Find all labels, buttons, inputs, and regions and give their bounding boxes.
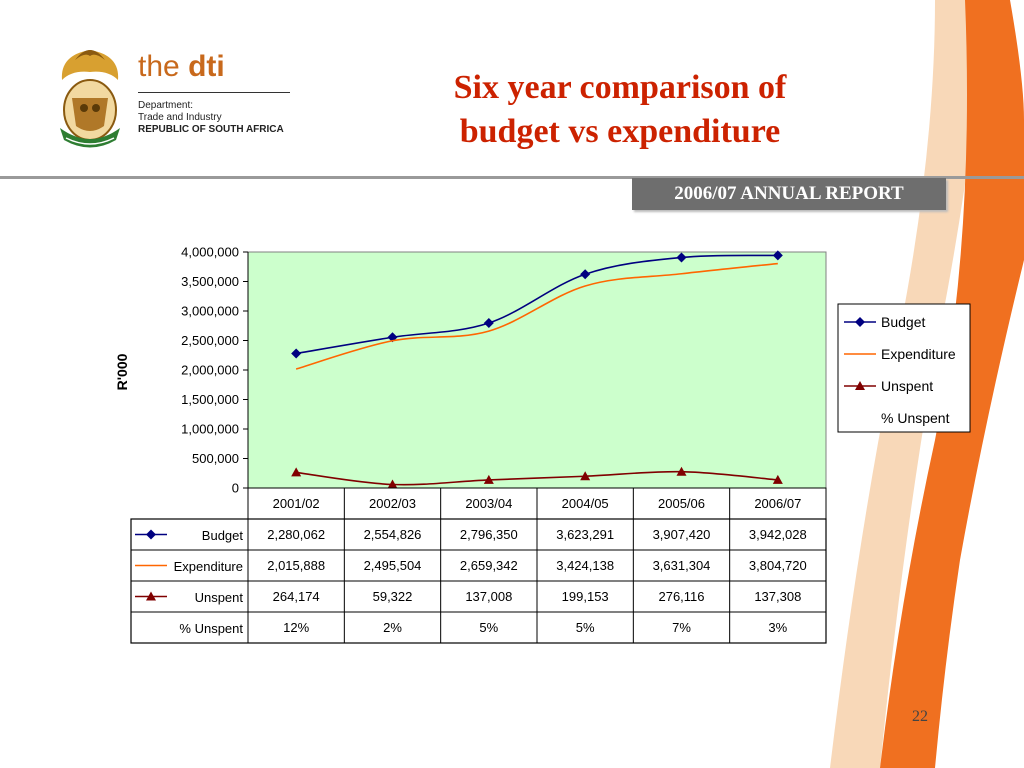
table-cell--unspent: 5% [479, 620, 498, 635]
dept-line-1: Department: [138, 100, 194, 111]
table-cell-expenditure: 3,424,138 [556, 558, 614, 573]
x-tick-label: 2003/04 [465, 496, 512, 511]
table-row-label-expenditure: Expenditure [174, 559, 243, 574]
y-tick-label: 2,500,000 [181, 333, 239, 348]
y-axis-label: R'000 [114, 353, 130, 390]
annual-report-banner: 2006/07 ANNUAL REPORT [632, 178, 946, 210]
legend-label-budget: Budget [881, 314, 925, 330]
dept-line-2: Trade and Industry [138, 112, 222, 123]
legend-label--unspent: % Unspent [881, 410, 950, 426]
x-tick-label: 2002/03 [369, 496, 416, 511]
table-cell-unspent: 59,322 [373, 589, 413, 604]
table-cell-budget: 3,942,028 [749, 527, 807, 542]
legend-label-expenditure: Expenditure [881, 346, 956, 362]
y-tick-label: 500,000 [192, 451, 239, 466]
dept-line-3: REPUBLIC OF SOUTH AFRICA [138, 124, 284, 135]
expenditure-line [295, 262, 778, 370]
budget-point [291, 348, 302, 359]
legend-marker-budget [855, 317, 865, 327]
table-cell--unspent: 3% [768, 620, 787, 635]
x-tick-label: 2004/05 [562, 496, 609, 511]
table-cell--unspent: 12% [283, 620, 309, 635]
unspent-point [676, 466, 687, 476]
y-tick-label: 1,000,000 [181, 422, 239, 437]
table-row-label-unspent: Unspent [195, 590, 244, 605]
table-cell-unspent: 137,008 [465, 589, 512, 604]
table-key-marker-unspent [146, 591, 156, 601]
table-cell-budget: 2,796,350 [460, 527, 518, 542]
budget-point [580, 269, 591, 280]
unspent-point [291, 467, 302, 477]
table-cell-budget: 3,623,291 [556, 527, 614, 542]
budget-point [483, 318, 494, 329]
logo-rule [138, 92, 290, 93]
table-cell-budget: 3,907,420 [653, 527, 711, 542]
y-tick-label: 3,000,000 [181, 304, 239, 319]
table-cell--unspent: 5% [576, 620, 595, 635]
table-cell-expenditure: 2,015,888 [267, 558, 325, 573]
y-tick-label: 3,500,000 [181, 274, 239, 289]
unspent-point [580, 471, 591, 481]
y-tick-label: 1,500,000 [181, 392, 239, 407]
title-line-2: budget vs expenditure [459, 113, 781, 150]
y-tick-label: 2,000,000 [181, 363, 239, 378]
unspent-line [296, 470, 778, 486]
table-row-label--unspent: % Unspent [179, 621, 243, 636]
table-cell-unspent: 276,116 [658, 589, 704, 604]
table-cell-unspent: 137,308 [754, 589, 801, 604]
table-cell-expenditure: 3,631,304 [653, 558, 711, 573]
budget-point [676, 252, 687, 263]
unspent-point [483, 474, 494, 484]
table-cell-expenditure: 2,659,342 [460, 558, 518, 573]
department-name: Department: Trade and Industry REPUBLIC … [138, 100, 284, 136]
title-line-1: Six year comparison of [453, 69, 787, 106]
x-tick-label: 2005/06 [658, 496, 705, 511]
table-cell-expenditure: 3,804,720 [749, 558, 807, 573]
y-tick-label: 4,000,000 [181, 245, 239, 260]
budget-line [296, 254, 778, 355]
table-cell-budget: 2,280,062 [267, 527, 325, 542]
table-cell-expenditure: 2,495,504 [364, 558, 422, 573]
table-cell--unspent: 7% [672, 620, 691, 635]
legend-label-unspent: Unspent [881, 378, 933, 394]
x-tick-label: 2006/07 [754, 496, 801, 511]
plot-area [247, 251, 827, 489]
dti-logo: the dti [138, 50, 225, 83]
table-cell-budget: 2,554,826 [364, 527, 422, 542]
unspent-point [387, 479, 398, 489]
table-row-label-budget: Budget [202, 528, 244, 543]
page-number: 22 [912, 708, 928, 725]
table-key-marker-budget [146, 529, 156, 540]
header-divider [0, 176, 1024, 179]
table-cell-unspent: 199,153 [562, 589, 609, 604]
legend-marker-unspent [855, 381, 865, 390]
slide-title: Six year comparison of budget vs expendi… [400, 66, 840, 154]
budget-point [772, 250, 783, 261]
unspent-point [772, 474, 783, 484]
table-cell-unspent: 264,174 [273, 589, 320, 604]
table-cell--unspent: 2% [383, 620, 402, 635]
y-tick-label: 0 [232, 481, 239, 496]
x-tick-label: 2001/02 [273, 496, 320, 511]
